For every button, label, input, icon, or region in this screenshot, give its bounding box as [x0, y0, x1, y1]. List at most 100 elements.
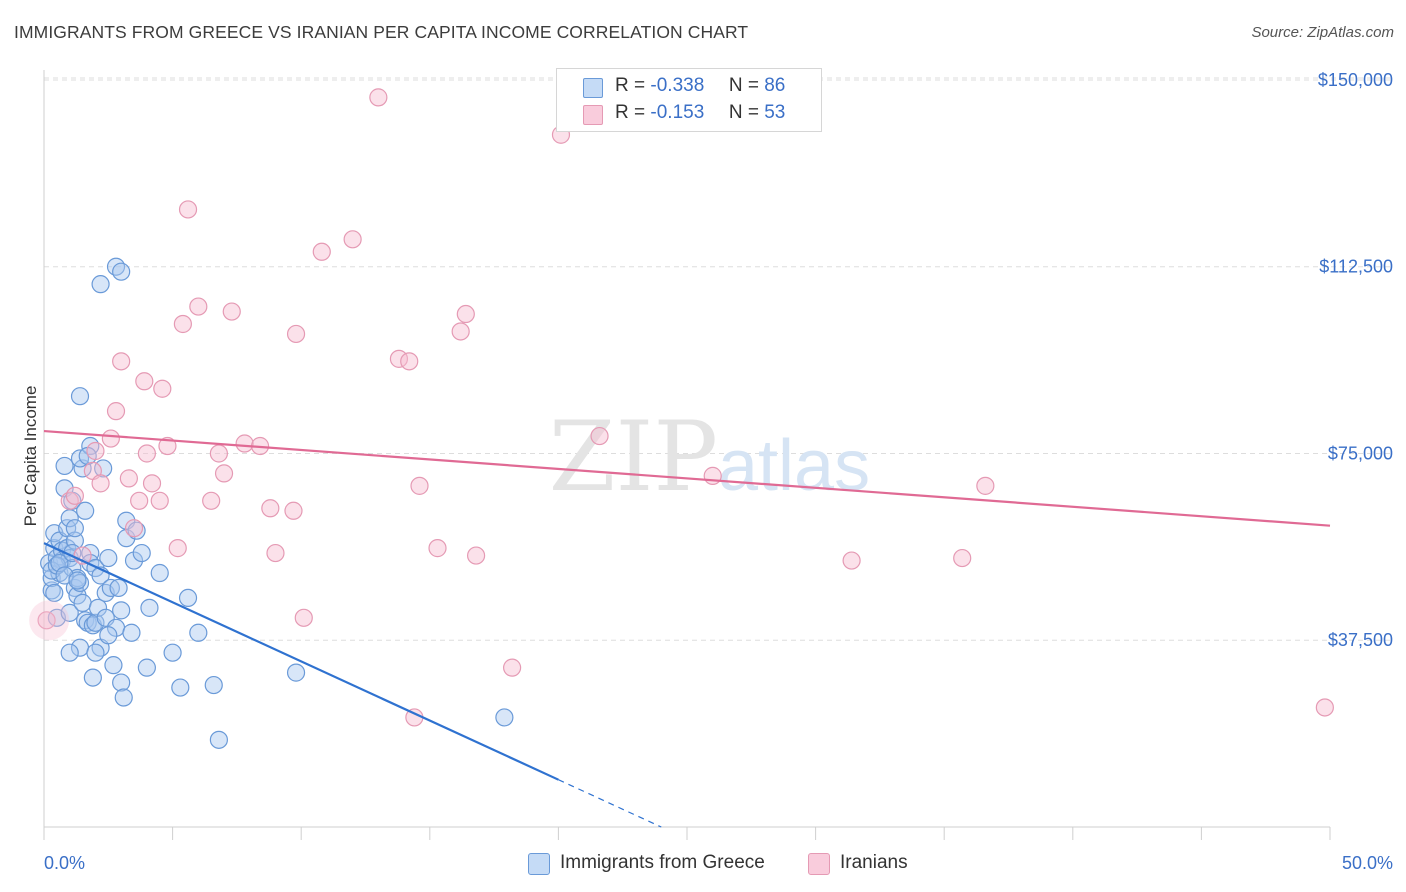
greece-point	[132, 543, 151, 563]
iran-point	[158, 436, 177, 456]
greece-point	[86, 613, 105, 632]
iran-point	[222, 302, 241, 321]
iran-points	[29, 88, 1334, 727]
greece-trend-extension	[558, 779, 662, 828]
iran-point	[1315, 698, 1334, 717]
greece-point	[91, 275, 110, 294]
greece-point	[286, 663, 306, 682]
greece-point	[189, 623, 208, 642]
legend-iran-n-value: 53	[764, 102, 786, 123]
greece-point	[88, 598, 108, 617]
greece-point	[204, 675, 223, 695]
greece-point	[112, 673, 131, 692]
iran-point	[456, 304, 475, 324]
greece-point	[106, 257, 126, 276]
greece-point	[127, 521, 146, 540]
bottom-legend-greece: Immigrants from Greece	[528, 852, 765, 875]
iran-point	[150, 491, 169, 510]
iran-point	[369, 88, 388, 107]
y-tick-label: $75,000	[1328, 443, 1393, 463]
greece-point	[178, 588, 198, 608]
tick-labels: $37,500 $75,000 $112,500 $150,000 0.0% 50.0%	[44, 70, 1393, 873]
watermark: ZIP atlas	[549, 401, 870, 513]
iran-point	[451, 322, 470, 341]
iran-point	[842, 551, 861, 570]
iran-point	[286, 324, 306, 344]
axes	[43, 70, 1331, 840]
iran-point	[284, 501, 303, 520]
legend-greece-r-label: R =	[615, 75, 646, 96]
chart-source: Source: ZipAtlas.com	[1251, 24, 1394, 41]
chart-title: IMMIGRANTS FROM GREECE VS IRANIAN PER CA…	[14, 22, 749, 42]
y-tick-label: $112,500	[1319, 257, 1393, 277]
greece-point	[495, 708, 514, 727]
iran-point	[91, 474, 110, 493]
greece-point	[70, 573, 90, 593]
x-tick-label-min: 0.0%	[44, 853, 85, 873]
iran-point	[135, 372, 154, 391]
greece-point	[60, 643, 79, 662]
greece-point	[104, 656, 123, 675]
greece-point	[99, 626, 118, 645]
grid-lines	[44, 77, 1394, 641]
iran-point	[312, 242, 331, 261]
greece-point	[68, 571, 87, 590]
iran-point	[168, 539, 187, 558]
iran-point	[400, 352, 419, 371]
iran-point	[101, 429, 120, 448]
iran-point	[153, 379, 172, 398]
greece-point	[83, 668, 102, 687]
legend-greece-n-label: N =	[728, 75, 759, 96]
iran-point	[235, 434, 254, 453]
greece-point	[70, 387, 90, 406]
y-tick-label: $37,500	[1328, 630, 1393, 650]
iran-point	[209, 444, 228, 463]
iran-point	[178, 200, 198, 219]
greece-point	[114, 688, 133, 707]
bottom-legend-greece-label: Immigrants from Greece	[560, 852, 765, 873]
iran-point-large	[29, 600, 70, 641]
greece-point	[124, 551, 144, 570]
greece-point	[109, 578, 128, 598]
iran-point	[124, 519, 144, 538]
iran-point	[953, 548, 972, 568]
greece-point	[65, 519, 84, 538]
bottom-legend-greece-swatch	[528, 853, 550, 875]
iran-point	[119, 469, 138, 488]
greece-point	[137, 658, 156, 677]
greece-point	[209, 730, 228, 749]
iran-point	[137, 444, 156, 463]
iran-point	[173, 314, 192, 334]
legend-iran-r-label: R =	[615, 102, 646, 123]
iran-point	[466, 546, 486, 565]
greece-points	[40, 257, 514, 749]
legend-greece-r-value: -0.338	[650, 75, 705, 96]
legend-greece-n-value: 86	[764, 75, 786, 96]
greece-point	[47, 556, 66, 575]
greece-point	[150, 563, 169, 583]
bottom-legend-iran-label: Iranians	[840, 852, 908, 873]
greece-point	[171, 678, 190, 697]
greece-point	[76, 501, 95, 520]
greece-point	[42, 581, 61, 600]
iran-point	[60, 491, 79, 510]
greece-trend-line	[43, 542, 559, 781]
iran-point	[590, 426, 609, 446]
iran-point	[410, 476, 429, 495]
iran-point	[142, 474, 162, 493]
legend-greece-row: R = -0.338 N = 86	[615, 75, 785, 97]
greece-point	[140, 598, 159, 617]
greece-point	[99, 548, 118, 568]
iran-trend-line	[43, 429, 1331, 527]
iran-point	[65, 486, 84, 505]
x-tick-label-max: 50.0%	[1342, 853, 1393, 873]
iran-point	[976, 476, 995, 495]
iran-point	[214, 464, 234, 483]
bottom-legend-iran: Iranians	[808, 852, 908, 875]
iran-point	[294, 608, 313, 627]
greece-point	[55, 456, 74, 476]
legend-iran-swatch	[583, 105, 603, 125]
iran-point	[86, 441, 105, 461]
watermark-zip: ZIP	[549, 401, 718, 513]
iran-point	[703, 466, 722, 485]
